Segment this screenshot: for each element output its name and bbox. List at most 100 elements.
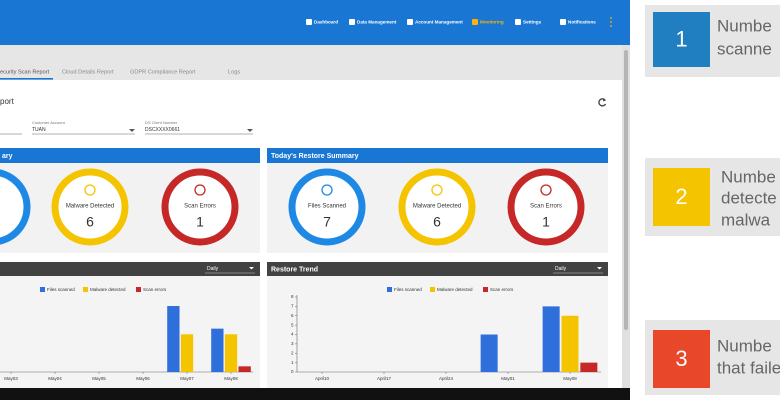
summary-value: 6 <box>86 214 94 230</box>
x-tick-label: May04 <box>48 376 62 381</box>
summary-label: Scan Errors <box>530 204 562 210</box>
field-value[interactable]: DSCXXXX0661 <box>145 127 180 133</box>
y-tick-label: 3 <box>291 341 294 346</box>
summary-icon <box>84 184 96 196</box>
summary-icon <box>540 184 552 196</box>
card-number: 1 <box>675 26 687 51</box>
card-text: Numbe <box>721 167 776 186</box>
summary-value: 1 <box>542 214 550 230</box>
x-tick-label: May07 <box>180 376 194 381</box>
y-tick-label: 4 <box>291 332 294 337</box>
card-number: 2 <box>675 184 687 209</box>
summary-icon <box>431 184 443 196</box>
nav-icon <box>515 19 521 25</box>
dropdown-arrow <box>597 267 602 270</box>
summary-value: 1 <box>196 214 204 230</box>
nav-icon <box>349 19 355 25</box>
legend-swatch <box>83 287 88 292</box>
legend-label: Malware detected <box>437 287 473 292</box>
menu-dot[interactable] <box>610 25 612 27</box>
legend-label: Files scanned <box>47 287 75 292</box>
nav-item[interactable]: Settings <box>523 20 542 25</box>
summary-ring <box>507 168 585 246</box>
card-number: 3 <box>675 346 687 371</box>
refresh-icon[interactable] <box>598 98 607 107</box>
period-select[interactable]: Daily <box>555 266 567 272</box>
y-tick-label: 1 <box>291 360 294 365</box>
summary-label: Malware Detected <box>66 204 114 210</box>
nav-item[interactable]: Notifications <box>568 20 596 25</box>
nav-item[interactable]: Data Management <box>357 20 397 25</box>
card-text: that faile <box>717 358 780 377</box>
card-text: scanne <box>717 39 772 58</box>
tab[interactable]: Cloud Details Report <box>62 69 114 75</box>
summary-ring <box>0 169 31 245</box>
summary-ring <box>51 168 129 246</box>
y-tick-label: 6 <box>291 313 294 318</box>
summary-ring <box>161 168 239 246</box>
panel-header <box>0 262 260 276</box>
panel-header <box>0 148 260 163</box>
x-tick-label: April17 <box>377 376 392 381</box>
tab-bar <box>0 45 622 80</box>
report-title: port <box>0 97 15 106</box>
card-text: Numbe <box>717 336 772 355</box>
tab[interactable]: Logs <box>228 69 240 75</box>
chart-title: Restore Trend <box>271 266 318 273</box>
menu-dot[interactable] <box>610 17 612 19</box>
nav-item[interactable]: Dashboard <box>314 20 338 25</box>
period-select[interactable]: Daily <box>207 266 219 272</box>
card-badge <box>653 330 710 388</box>
card-badge <box>653 168 710 226</box>
legend-label: Files scanned <box>394 287 422 292</box>
panel-header <box>267 148 608 163</box>
x-tick-label: May03 <box>4 376 18 381</box>
x-tick-label: April24 <box>439 376 454 381</box>
dropdown-arrow <box>249 267 254 270</box>
y-tick-label: 8 <box>291 294 294 299</box>
legend-swatch <box>136 287 141 292</box>
y-tick-label: 7 <box>291 304 294 309</box>
nav-item[interactable]: Account Management <box>415 20 463 25</box>
legend-swatch <box>483 287 488 292</box>
bar <box>167 306 180 372</box>
scrollbar-thumb[interactable] <box>624 50 628 330</box>
nav-icon <box>407 19 413 25</box>
dropdown-arrow <box>247 129 253 132</box>
x-tick-label: May05 <box>92 376 106 381</box>
bar <box>211 328 224 372</box>
y-tick-label: 5 <box>291 322 294 327</box>
tab[interactable]: ecurity Scan Report <box>0 69 50 75</box>
field-value[interactable]: TUAN <box>32 127 46 133</box>
y-tick-label: 0 <box>291 369 294 374</box>
legend-swatch <box>430 287 435 292</box>
card-text: detecte <box>721 188 777 207</box>
nav-item[interactable]: Monitoring <box>480 20 504 25</box>
card-text: Numbe <box>717 16 772 35</box>
legend-label: Malware detected <box>90 287 126 292</box>
nav-bar <box>0 0 630 45</box>
bar <box>580 362 598 372</box>
summary-value: 6 <box>433 214 441 230</box>
summary-label: Files Scanned <box>308 204 346 210</box>
summary-value: 7 <box>323 214 331 230</box>
field-label: DS Client Number <box>145 120 178 125</box>
summary-icon <box>321 184 333 196</box>
menu-dot[interactable] <box>610 21 612 23</box>
panel-header <box>267 262 608 276</box>
bar <box>224 334 238 372</box>
bar <box>542 306 560 372</box>
field-label: Customer Account <box>32 120 66 125</box>
x-tick-label: May08 <box>224 376 238 381</box>
card-text: malwa <box>721 210 771 229</box>
legend-swatch <box>40 287 45 292</box>
bar <box>561 315 579 372</box>
x-tick-label: May01 <box>501 376 515 381</box>
summary-label: Malware Detected <box>413 204 461 210</box>
bar <box>238 366 251 372</box>
tab[interactable]: GDPR Compliance Report <box>130 69 196 75</box>
x-tick-label: May08 <box>563 376 577 381</box>
summary-icon <box>194 184 206 196</box>
panel-title: Today's Restore Summary <box>271 153 359 160</box>
